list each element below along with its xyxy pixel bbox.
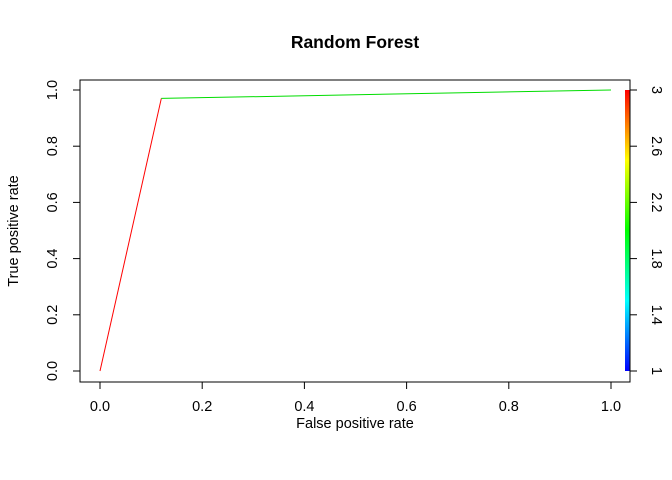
colorbar-axis: 1 1.4 1.8 2.2 2.6 3 bbox=[629, 86, 664, 375]
x-tick-label: 0.6 bbox=[397, 399, 417, 415]
plot-frame bbox=[79, 79, 631, 383]
colorbar-tick-label: 3 bbox=[648, 86, 664, 94]
roc-curve-segment bbox=[99, 98, 162, 372]
roc-curve-segment bbox=[161, 89, 612, 99]
colorbar bbox=[625, 90, 630, 371]
y-tick-label: 0.6 bbox=[45, 192, 61, 212]
x-axis-label: False positive rate bbox=[296, 416, 414, 432]
y-axis: 0.0 0.2 0.4 0.6 0.8 1.0 bbox=[45, 80, 81, 381]
chart-title: Random Forest bbox=[291, 32, 420, 52]
roc-curve bbox=[99, 89, 612, 372]
x-tick-label: 0.4 bbox=[294, 399, 314, 415]
x-axis: 0.0 0.2 0.4 0.6 0.8 1.0 bbox=[90, 381, 621, 415]
colorbar-tick-label: 1 bbox=[648, 367, 664, 375]
colorbar-tick-label: 2.6 bbox=[648, 136, 664, 156]
y-tick-label: 1.0 bbox=[45, 80, 61, 100]
colorbar-tick-label: 2.2 bbox=[648, 192, 664, 212]
y-tick-label: 0.0 bbox=[45, 361, 61, 381]
x-tick-label: 1.0 bbox=[601, 399, 621, 415]
colorbar-tick-label: 1.4 bbox=[648, 305, 664, 325]
y-tick-label: 0.4 bbox=[45, 249, 61, 269]
y-axis-label: True positive rate bbox=[6, 175, 22, 286]
y-tick-label: 0.2 bbox=[45, 305, 61, 325]
x-tick-label: 0.2 bbox=[192, 399, 212, 415]
x-tick-label: 0.8 bbox=[499, 399, 519, 415]
colorbar-tick-label: 1.8 bbox=[648, 249, 664, 269]
x-tick-label: 0.0 bbox=[90, 399, 110, 415]
y-tick-label: 0.8 bbox=[45, 136, 61, 156]
